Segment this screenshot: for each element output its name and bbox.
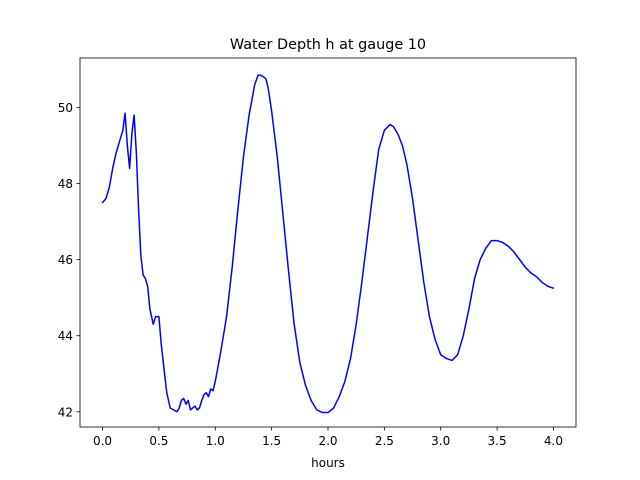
x-axis-label: hours: [311, 456, 345, 470]
x-tick-label: 1.0: [206, 434, 225, 448]
x-tick-label: 0.0: [93, 434, 112, 448]
y-tick-label: 44: [58, 329, 73, 343]
x-axis: 0.0 0.5 1.0 1.5 2.0 2.5 3.0 3.5 4.0: [93, 427, 563, 448]
y-axis: 42 44 46 48 50: [58, 101, 80, 419]
x-tick-label: 0.5: [149, 434, 168, 448]
x-tick-label: 2.0: [318, 434, 337, 448]
x-tick-label: 4.0: [544, 434, 563, 448]
y-tick-label: 48: [58, 177, 73, 191]
series-layer: [101, 74, 555, 414]
series-line-0: [101, 74, 555, 414]
y-tick-label: 46: [58, 253, 73, 267]
y-tick-label: 42: [58, 405, 73, 419]
x-tick-label: 3.0: [431, 434, 450, 448]
x-tick-label: 3.5: [488, 434, 507, 448]
plot-area: [80, 58, 576, 427]
x-tick-label: 1.5: [262, 434, 281, 448]
y-tick-label: 50: [58, 101, 73, 115]
chart-title: Water Depth h at gauge 10: [230, 37, 426, 53]
x-tick-label: 2.5: [375, 434, 394, 448]
